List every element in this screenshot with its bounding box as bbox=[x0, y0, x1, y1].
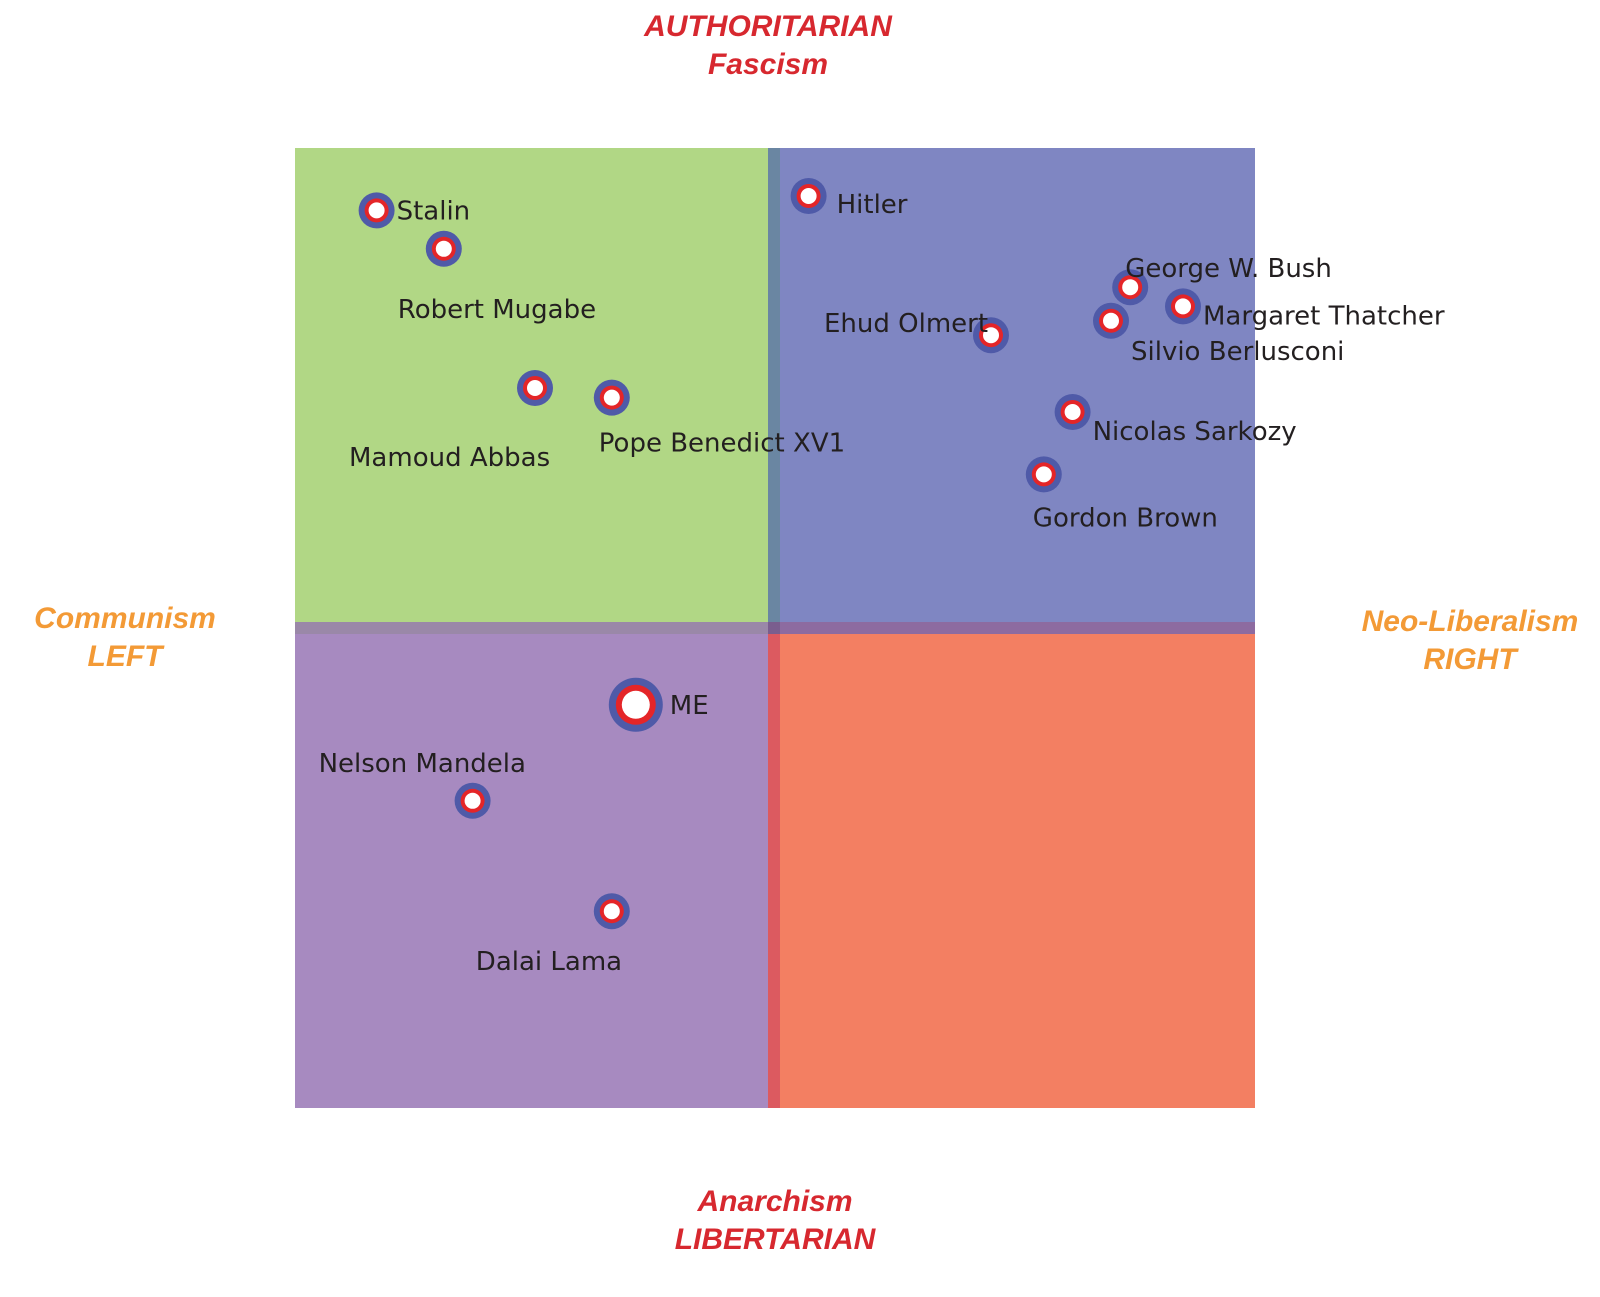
data-point: George W. Bush bbox=[1112, 254, 1332, 306]
quadrant-top-right bbox=[775, 148, 1255, 628]
data-point: ME bbox=[608, 677, 709, 732]
marker-center bbox=[1122, 279, 1139, 296]
horizontal-axis-left bbox=[295, 622, 768, 634]
data-point: Hitler bbox=[790, 178, 908, 220]
vertical-axis-top bbox=[768, 148, 780, 622]
marker-center bbox=[435, 240, 452, 257]
axis-bottom-line2: LIBERTARIAN bbox=[674, 1223, 876, 1256]
point-label: Nicolas Sarkozy bbox=[1093, 417, 1297, 447]
data-point: Pope Benedict XV1 bbox=[593, 379, 845, 459]
axis-top-line2: Fascism bbox=[707, 48, 829, 81]
marker-center bbox=[603, 903, 620, 920]
marker-center bbox=[983, 327, 999, 344]
data-point: Margaret Thatcher bbox=[1165, 288, 1445, 331]
axis-right-line1: Neo-Liberalism bbox=[1361, 605, 1579, 638]
data-point: Ehud Olmert bbox=[824, 309, 1009, 354]
point-label: Robert Mugabe bbox=[398, 295, 596, 325]
data-point: Robert Mugabe bbox=[398, 230, 596, 325]
horizontal-axis-right bbox=[780, 622, 1255, 634]
marker-center bbox=[603, 389, 620, 406]
point-label: Margaret Thatcher bbox=[1203, 301, 1445, 331]
data-point: Dalai Lama bbox=[476, 893, 630, 977]
axis-center bbox=[768, 622, 780, 634]
point-label: George W. Bush bbox=[1125, 254, 1332, 284]
point-label: ME bbox=[670, 691, 709, 721]
axis-label-bottom: Anarchism LIBERTARIAN bbox=[575, 1183, 975, 1259]
point-label: Nelson Mandela bbox=[319, 749, 526, 779]
axis-label-left: Communism LEFT bbox=[0, 600, 250, 676]
marker-center bbox=[1035, 466, 1052, 483]
axis-label-top: AUTHORITARIAN Fascism bbox=[568, 8, 968, 84]
marker-center bbox=[1175, 298, 1191, 315]
point-label: Gordon Brown bbox=[1033, 503, 1218, 533]
marker-center bbox=[1103, 312, 1119, 329]
data-point: Nicolas Sarkozy bbox=[1054, 394, 1297, 447]
point-label: Stalin bbox=[397, 196, 471, 226]
data-point: Stalin bbox=[358, 192, 471, 229]
marker-center bbox=[527, 380, 543, 396]
point-label: Hitler bbox=[837, 190, 908, 220]
marker-center bbox=[464, 792, 481, 809]
point-label: Dalai Lama bbox=[476, 947, 622, 977]
marker-center bbox=[368, 202, 385, 219]
vertical-axis-bottom bbox=[768, 634, 780, 1108]
point-label: Pope Benedict XV1 bbox=[599, 429, 845, 459]
point-label: Mamoud Abbas bbox=[349, 443, 550, 473]
point-label: Ehud Olmert bbox=[824, 309, 988, 339]
quadrant-bottom-right bbox=[775, 628, 1255, 1108]
axis-bottom-line1: Anarchism bbox=[697, 1185, 853, 1218]
axis-right-line2: RIGHT bbox=[1423, 643, 1517, 676]
axis-left-line1: Communism bbox=[34, 602, 216, 635]
point-label: Silvio Berlusconi bbox=[1131, 337, 1344, 367]
data-point: Gordon Brown bbox=[1025, 456, 1218, 533]
data-point: Mamoud Abbas bbox=[349, 370, 553, 473]
axis-left-line2: LEFT bbox=[87, 640, 163, 673]
axis-label-right: Neo-Liberalism RIGHT bbox=[1330, 603, 1600, 679]
marker-center bbox=[800, 188, 817, 204]
data-point: Nelson Mandela bbox=[319, 749, 526, 819]
data-point: Silvio Berlusconi bbox=[1093, 302, 1344, 367]
quadrant-bottom-left bbox=[295, 628, 775, 1108]
marker-center bbox=[621, 690, 650, 719]
marker-center bbox=[1064, 404, 1081, 420]
axis-top-line1: AUTHORITARIAN bbox=[644, 10, 892, 43]
